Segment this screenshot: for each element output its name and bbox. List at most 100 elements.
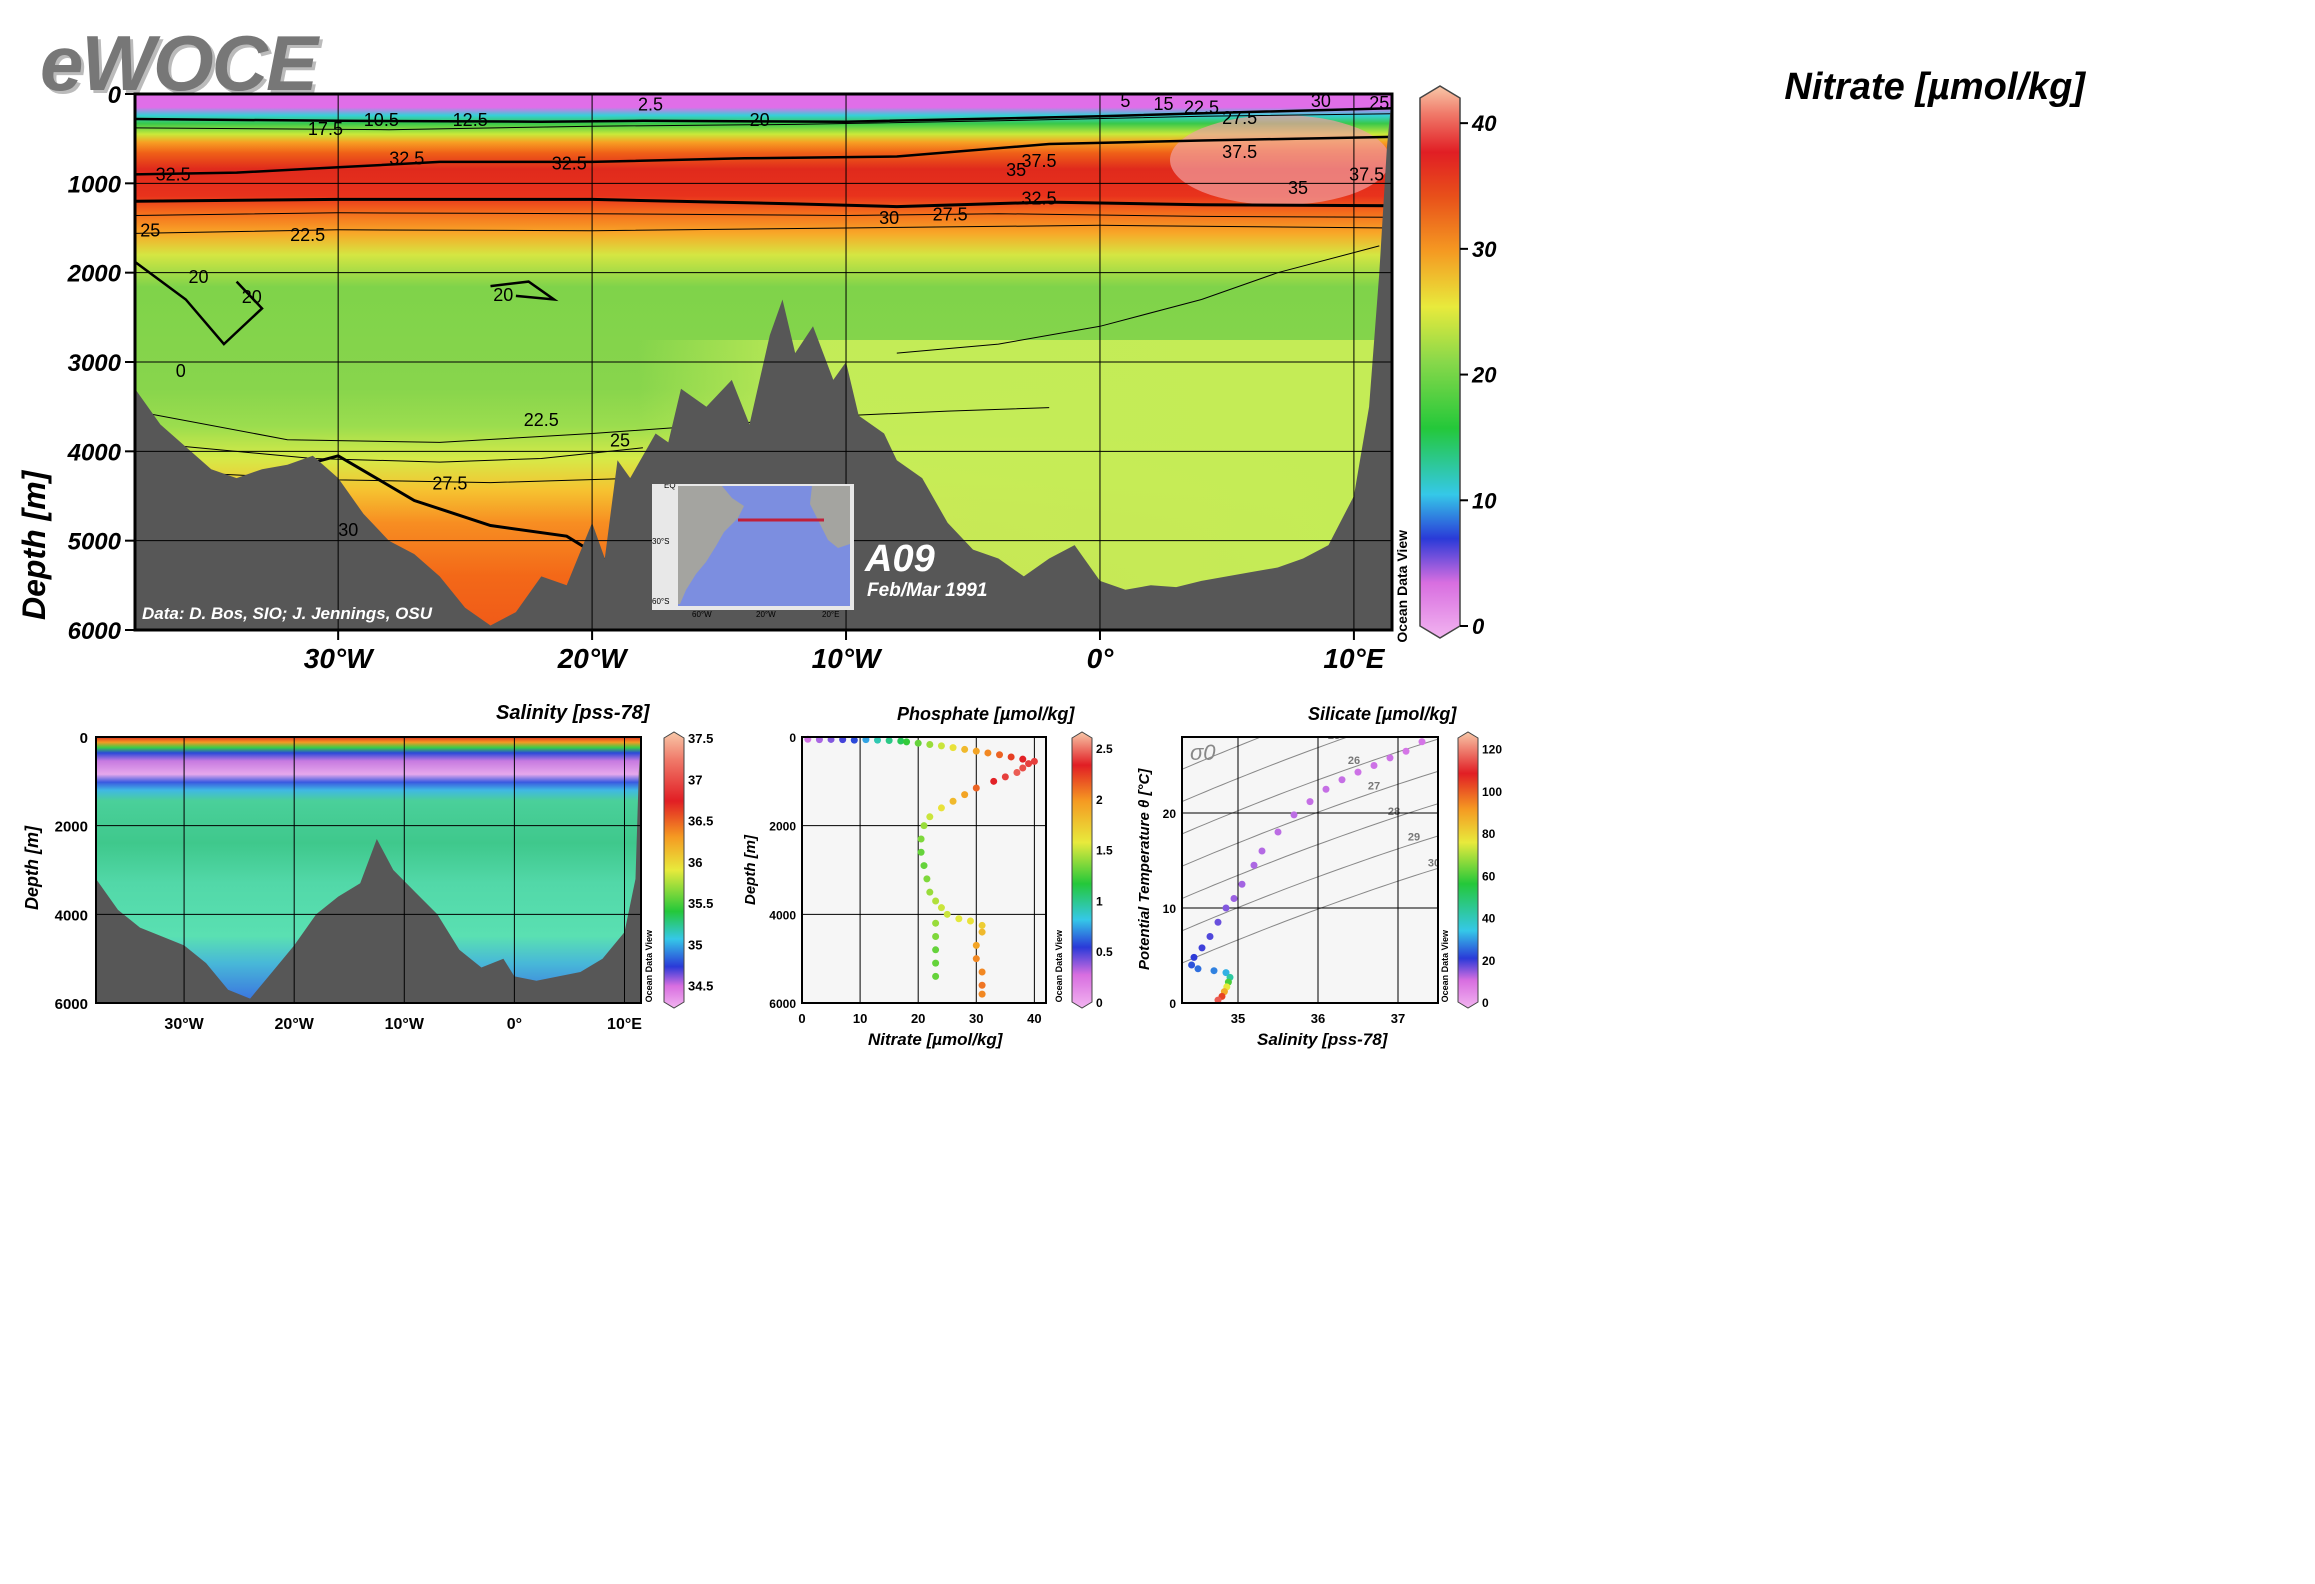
isopycnal-28 [1182, 803, 1438, 900]
phosphate-point-26 [972, 784, 980, 792]
nitrate-contour-label-14: 37.5 [1022, 151, 1057, 171]
silicate-point-12 [1238, 880, 1246, 888]
salinity-colorbar-ticks: 34.5 35 35.5 36 36.5 37 37.5 [688, 731, 713, 994]
salinity-xtick-label-3: 0° [507, 1016, 522, 1033]
phosphate-point-12 [937, 742, 945, 750]
phosphate-point-13 [949, 744, 957, 752]
phosphate-point-32 [917, 835, 925, 843]
isopycnal-30 [1182, 867, 1438, 964]
silicate-cbar-label-5: 100 [1482, 785, 1502, 799]
nitrate-contour-label-1: 5 [1120, 91, 1130, 111]
silicate-point-6 [1322, 785, 1330, 793]
silicate-point-15 [1214, 918, 1222, 926]
silicate-point-8 [1290, 811, 1298, 819]
salinity-ytick-label-2: 4000 [55, 907, 88, 924]
nitrate-contours [135, 107, 1392, 569]
salinity-xtick-label-0: 30°W [164, 1016, 204, 1033]
isopycnal-label-24: 24 [1308, 705, 1321, 717]
nitrate-contour-label-11: 32.5 [156, 164, 191, 184]
salinity-colorbar [663, 731, 685, 1009]
phosphate-point-38 [937, 904, 945, 912]
nitrate-contour-label-2: 15 [1153, 94, 1173, 114]
phosphate-point-53 [932, 972, 940, 980]
map-label-30s: 30°S [652, 537, 669, 546]
isopycnal-label-25: 25 [1328, 730, 1340, 742]
nitrate-ytick-label-4: 4000 [67, 439, 122, 466]
phosphate-x-ticks: 0 10 20 30 40 [798, 1011, 1041, 1026]
silicate-point-18 [1190, 953, 1198, 961]
nitrate-cbar-label-0: 0 [1472, 614, 1485, 639]
data-credit: Data: D. Bos, SIO; J. Jennings, OSU [142, 604, 432, 623]
nitrate-contour-label-4: 27.5 [1222, 108, 1257, 128]
odv-watermark-silicate: Ocean Data View [1440, 930, 1450, 1003]
isopycnal-label-29: 29 [1408, 832, 1420, 844]
nitrate-contour-label-7: 17.5 [308, 119, 343, 139]
nitrate-cbar-label-3: 30 [1472, 237, 1497, 262]
phosphate-point-24 [1001, 773, 1009, 781]
nitrate-contour-label-12: 32.5 [389, 148, 424, 168]
map-label-60s: 60°S [652, 597, 669, 606]
phosphate-point-4 [850, 736, 858, 744]
phosphate-point-40 [955, 915, 963, 923]
nitrate-contour-label-13: 32.5 [552, 154, 587, 174]
phosphate-xtick-label-2: 20 [911, 1011, 925, 1026]
phosphate-point-50 [932, 933, 940, 940]
phosphate-point-30 [926, 813, 934, 821]
phosphate-xtick-label-3: 30 [969, 1011, 983, 1026]
salinity-y-ticks: 0 2000 4000 6000 [55, 730, 88, 1013]
nitrate-contour-0 [135, 135, 1392, 176]
phosphate-point-47 [978, 981, 986, 989]
isopycnal-labels: 2324252627282930 [1308, 705, 1440, 870]
phosphate-point-16 [984, 749, 992, 757]
isopycnal-label-30: 30 [1428, 858, 1440, 870]
phosphate-xlabel: Nitrate [µmol/kg] [868, 1030, 1003, 1049]
sigma-label: σ0 [1190, 740, 1216, 765]
silicate-point-20 [1194, 965, 1202, 973]
nitrate-contour-7 [490, 280, 559, 302]
phosphate-point-45 [972, 955, 980, 963]
phosphate-colorbar [1071, 731, 1093, 1009]
nitrate-contour-9 [160, 443, 643, 463]
phosphate-point-48 [978, 990, 986, 998]
silicate-point-28 [1214, 996, 1222, 1004]
silicate-point-9 [1274, 828, 1282, 836]
phosphate-ytick-label-2: 4000 [769, 908, 796, 922]
silicate-point-5 [1338, 776, 1346, 784]
silicate-point-11 [1250, 861, 1258, 869]
phosphate-point-29 [937, 804, 945, 812]
phosphate-point-18 [1007, 753, 1015, 761]
phosphate-point-22 [1019, 764, 1027, 772]
silicate-xlabel: Salinity [pss-78] [1257, 1030, 1388, 1049]
salinity-cbar-label-4: 36.5 [688, 814, 713, 829]
phosphate-xtick-label-0: 0 [798, 1011, 805, 1026]
nitrate-colorbar [1419, 85, 1461, 639]
phosphate-xtick-label-4: 40 [1027, 1011, 1041, 1026]
silicate-ytick-label-2: 20 [1163, 807, 1177, 821]
phosphate-scatter-chart: 0 10 20 30 40 0 2000 4000 6000 0 0.5 1 1.5 2 2.5 [769, 731, 1113, 1026]
silicate-xtick-label-0: 35 [1231, 1011, 1245, 1026]
cruise-date: Feb/Mar 1991 [867, 580, 988, 601]
nitrate-ytick-label-2: 2000 [67, 261, 122, 288]
nitrate-contour-label-19: 32.5 [1022, 189, 1057, 209]
nitrate-contour-label-9: 12.5 [453, 110, 488, 130]
phosphate-point-42 [978, 921, 986, 929]
phosphate-plot-bg [802, 737, 1046, 1003]
phosphate-point-31 [920, 822, 928, 830]
phosphate-ytick-label-0: 0 [789, 731, 796, 745]
nitrate-contour-label-24: 20 [188, 267, 208, 287]
silicate-xtick-label-1: 36 [1311, 1011, 1325, 1026]
phosphate-cbar-label-4: 2 [1096, 793, 1103, 807]
nitrate-contour-label-8: 10.5 [364, 110, 399, 130]
silicate-point-17 [1198, 944, 1206, 952]
phosphate-ytick-label-1: 2000 [769, 820, 796, 834]
nitrate-xtick-label-3: 0° [1087, 643, 1115, 674]
phosphate-point-28 [949, 797, 957, 805]
silicate-point-13 [1230, 895, 1238, 902]
salinity-cbar-label-2: 35.5 [688, 896, 713, 911]
phosphate-point-49 [932, 919, 940, 927]
phosphate-point-27 [961, 791, 969, 799]
salinity-bathymetry [96, 737, 641, 1003]
phosphate-point-25 [990, 777, 998, 785]
